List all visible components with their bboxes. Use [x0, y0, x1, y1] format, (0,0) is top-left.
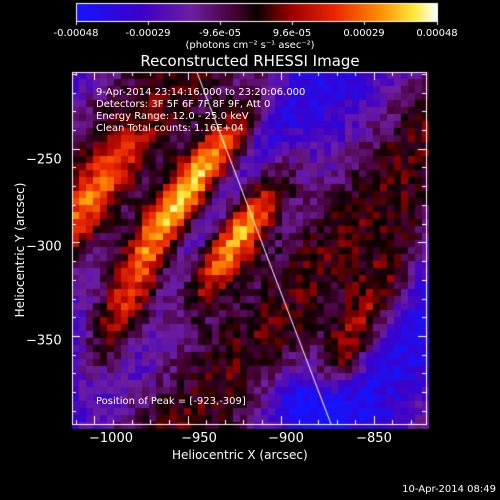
- colorbar-units: (photons cm⁻² s⁻¹ asec⁻²): [185, 40, 315, 51]
- footer-timestamp: 10-Apr-2014 08:49: [402, 484, 496, 495]
- colorbar-tick: -9.6e-05: [199, 28, 241, 39]
- clean-annotation: Clean Total counts: 1.16E+04: [96, 123, 244, 134]
- colorbar-tick: -0.00048: [53, 28, 99, 39]
- time-annotation: 9-Apr-2014 23:14:16.000 to 23:20:06.000: [96, 87, 306, 98]
- energy-annotation: Energy Range: 12.0 - 25.0 keV: [96, 111, 249, 122]
- peak-annotation: Position of Peak = [-923,-309]: [96, 396, 246, 407]
- y-tick-label: −350: [26, 333, 62, 349]
- x-axis-label: Heliocentric X (arcsec): [172, 448, 308, 462]
- y-tick-label: −300: [26, 239, 62, 255]
- x-tick-label: −950: [181, 431, 217, 446]
- y-axis-label: Heliocentric Y (arcsec): [13, 182, 27, 318]
- colorbar-tick: 9.6e-05: [272, 28, 312, 39]
- detectors-annotation: Detectors: 3F 5F 6F 7F 8F 9F, Att 0: [96, 99, 271, 110]
- x-tick-label: −900: [268, 431, 304, 446]
- colorbar-tick: -0.00029: [125, 28, 171, 39]
- colorbar-tick: 0.00029: [343, 28, 385, 39]
- colorbar-tick: 0.00048: [416, 28, 458, 39]
- chart-title: Reconstructed RHESSI Image: [140, 52, 360, 70]
- y-tick-label: −250: [26, 152, 62, 168]
- x-tick-label: −1000: [89, 431, 133, 446]
- x-tick-label: −850: [356, 431, 392, 446]
